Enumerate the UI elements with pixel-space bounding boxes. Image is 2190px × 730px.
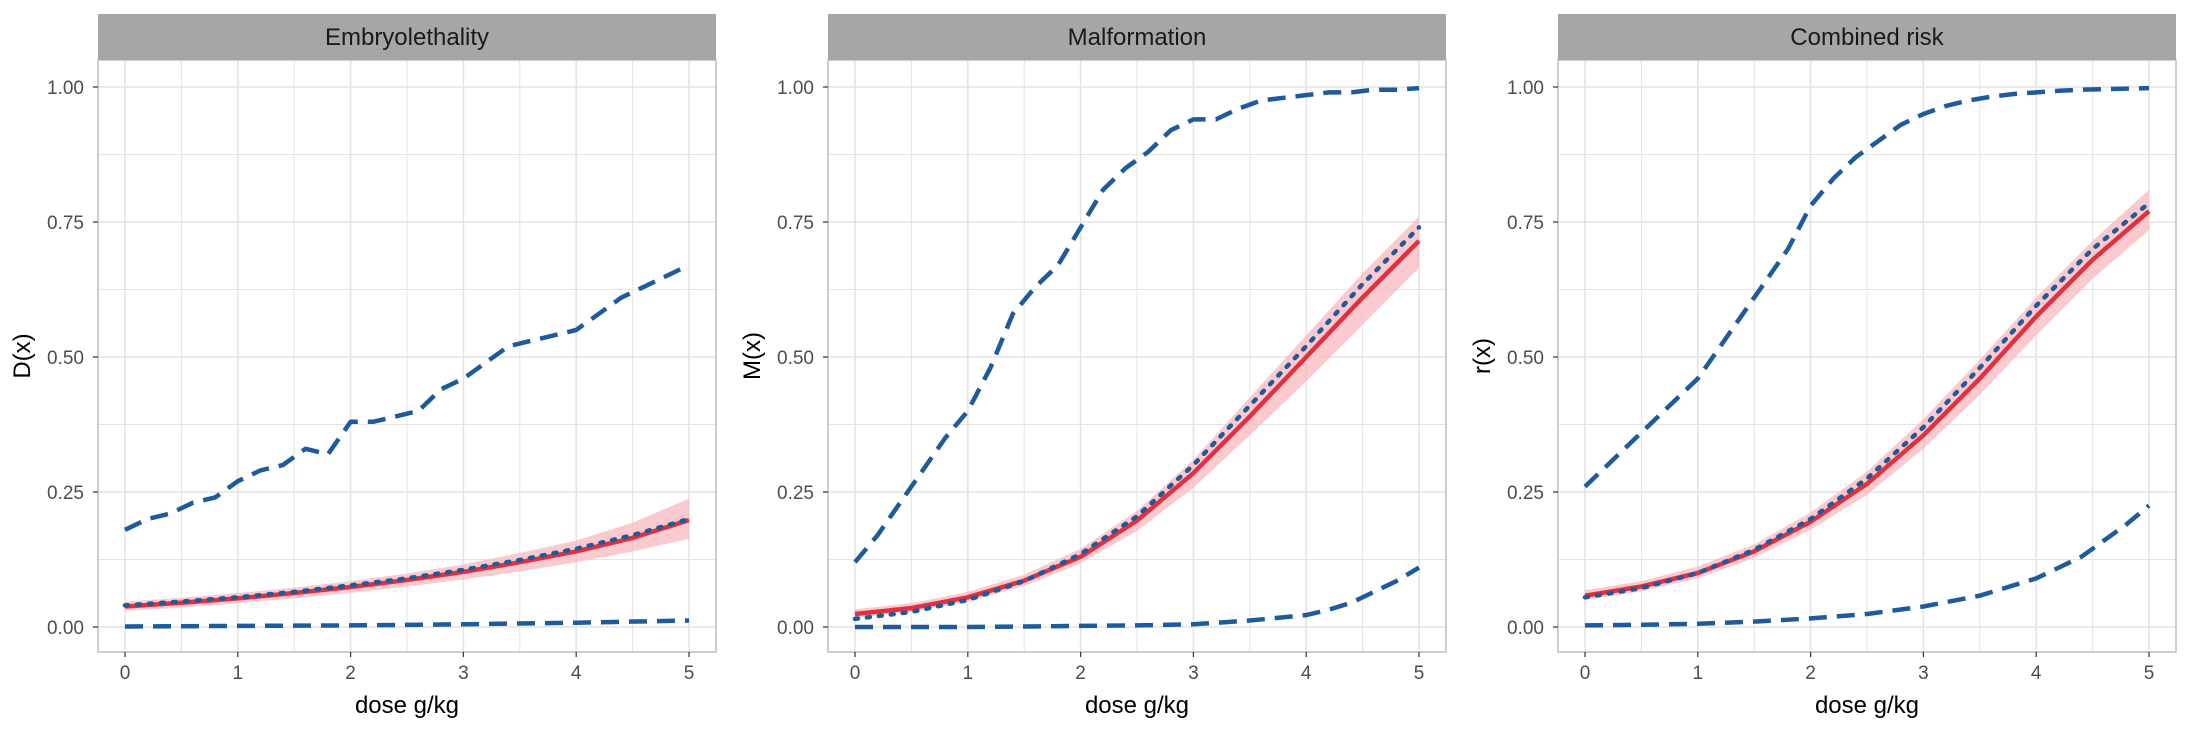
dotted-curve-line	[1582, 200, 2152, 600]
x-tick-label: 1	[233, 663, 244, 684]
facet-strip	[98, 14, 716, 60]
x-tick-label: 3	[458, 663, 469, 684]
x-tick-label: 2	[1805, 663, 1816, 684]
x-tick-label: 3	[1918, 663, 1929, 684]
dotted-curve-line	[852, 225, 1422, 622]
y-tick-label: 1.00	[47, 78, 84, 99]
upper-bound-line	[124, 263, 690, 532]
y-tick-label: 0.50	[47, 348, 84, 369]
x-tick-label: 2	[1075, 663, 1086, 684]
y-tick-label: 0.75	[1507, 213, 1544, 234]
facet-title: Embryolethality	[325, 24, 489, 51]
y-tick-label: 0.25	[47, 483, 84, 504]
dotted-curve-line	[122, 516, 692, 608]
facet-title: Combined risk	[1790, 24, 1944, 51]
y-tick-label: 0.50	[777, 348, 814, 369]
y-tick-label: 0.25	[777, 483, 814, 504]
x-tick-label: 4	[1301, 663, 1312, 684]
x-tick-label: 5	[684, 663, 695, 684]
panel-3: Combined risk 0.00 0.25 0.50 0.75 1.00 0 1 2 3 4 5 d…	[1469, 14, 2177, 719]
x-tick-label: 1	[1693, 663, 1704, 684]
x-tick-label: 4	[571, 663, 582, 684]
x-tick-label: 0	[1580, 663, 1591, 684]
x-axis-title: dose g/kg	[1085, 692, 1189, 719]
x-axis-title: dose g/kg	[1815, 692, 1919, 719]
y-tick-label: 0.75	[47, 213, 84, 234]
x-tick-label: 5	[2144, 663, 2155, 684]
y-tick-label: 0.50	[1507, 348, 1544, 369]
confidence-band	[125, 498, 689, 611]
y-tick-label: 0.00	[47, 618, 84, 639]
y-tick-label: 0.00	[1507, 618, 1544, 639]
y-tick-label: 0.75	[777, 213, 814, 234]
x-tick-label: 3	[1188, 663, 1199, 684]
upper-bound-line	[853, 85, 1420, 564]
facet-title: Malformation	[1068, 24, 1207, 51]
facet-strip	[828, 14, 1446, 60]
x-axis-title: dose g/kg	[355, 692, 459, 719]
y-axis-title: D(x)	[9, 333, 36, 378]
lower-bound-line	[124, 618, 690, 629]
x-tick-label: 0	[120, 663, 131, 684]
x-tick-label: 1	[963, 663, 974, 684]
y-axis-title: r(x)	[1469, 338, 1496, 374]
panel-1: Embryolethality 0.00 0.25 0.50 0.75 1.00 0 1 2 3 4…	[9, 14, 717, 719]
facet-strip	[1558, 14, 2176, 60]
panel-2: Malformation 0.00 0.25 0.50 0.75 1.00 0 1 2 3 4 5 do…	[739, 14, 1447, 719]
upper-bound-line	[1583, 85, 2150, 489]
y-axis-title: M(x)	[739, 332, 766, 380]
y-tick-label: 1.00	[777, 78, 814, 99]
y-tick-label: 0.00	[777, 618, 814, 639]
estimate-line	[854, 239, 1421, 617]
x-tick-label: 0	[850, 663, 861, 684]
y-tick-label: 1.00	[1507, 78, 1544, 99]
y-tick-label: 0.25	[1507, 483, 1544, 504]
lower-bound-line	[855, 565, 1421, 630]
x-tick-label: 2	[345, 663, 356, 684]
lower-bound-line	[1584, 503, 2151, 628]
x-tick-label: 4	[2031, 663, 2042, 684]
x-tick-label: 5	[1414, 663, 1425, 684]
